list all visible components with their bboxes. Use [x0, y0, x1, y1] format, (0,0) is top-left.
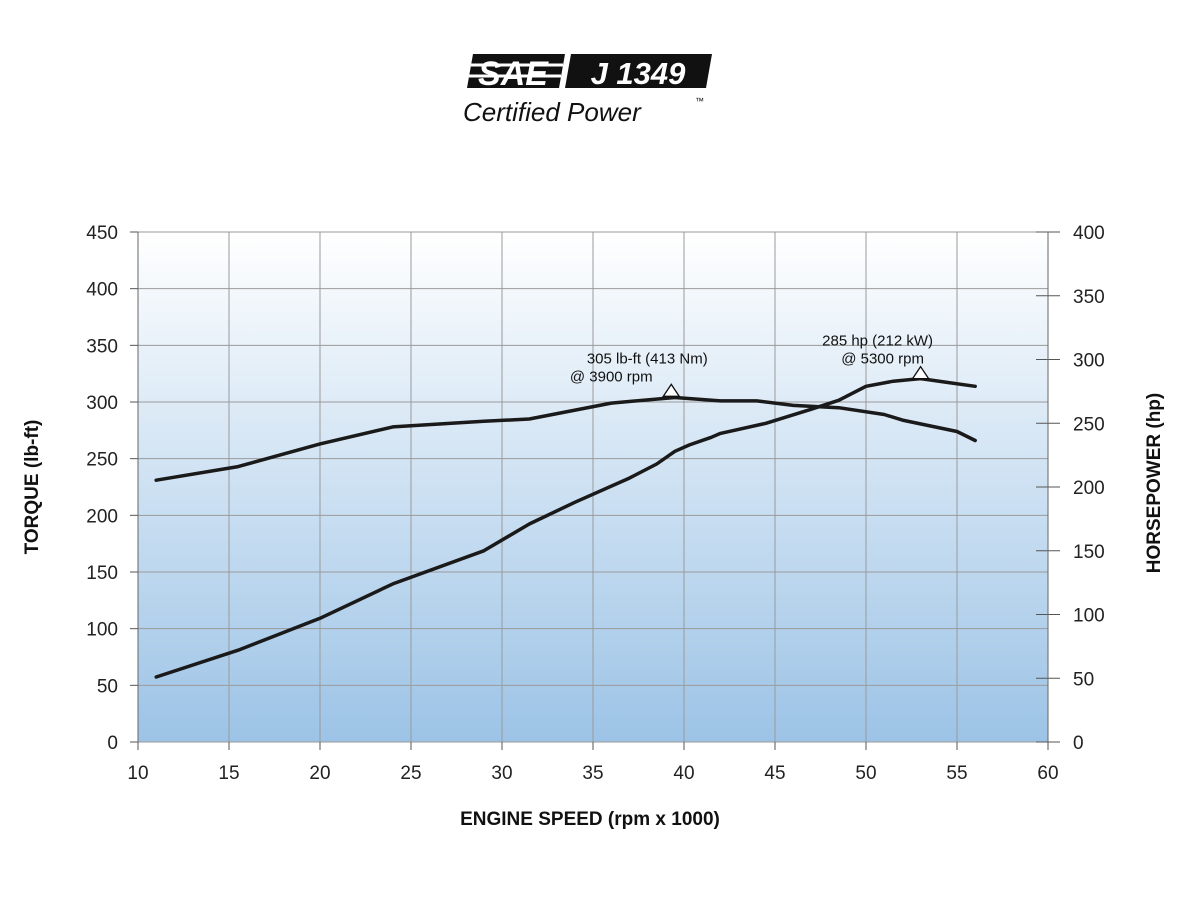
j1349-mark: J 1349	[565, 54, 712, 91]
y-left-tick-label: 250	[86, 450, 118, 471]
y-right-tick-label: 0	[1073, 733, 1084, 754]
horsepower-peak-marker	[911, 365, 930, 380]
y-left-tick-label: 50	[97, 676, 118, 697]
y-right-tick-labels: 0 50 100 150 200 250 300 350 400	[1073, 223, 1105, 754]
peak-annotations: 305 lb-ft (413 Nm)@ 3900 rpm 285 hp (212 …	[570, 333, 933, 397]
y-left-axis-title: TORQUE (lb-ft)	[22, 420, 43, 555]
sae-mark: SAE	[467, 54, 565, 93]
y-right-tick-label: 350	[1073, 287, 1105, 308]
y-right-tick-label: 300	[1073, 351, 1105, 372]
svg-text:Certified Power: Certified Power	[463, 97, 642, 127]
gridlines	[137, 231, 1049, 743]
y-left-tick-label: 350	[86, 336, 118, 357]
y-left-tick-label: 100	[86, 620, 118, 641]
y-left-tick-labels: 0 50 100 150 200 250 300 350 400 450	[86, 223, 118, 754]
svg-text:J 1349: J 1349	[591, 56, 687, 91]
torque-line	[154, 395, 977, 482]
y-left-tick-label: 200	[86, 506, 118, 527]
x-tick-label: 55	[946, 763, 967, 784]
x-tick-label: 45	[764, 763, 785, 784]
svg-text:SAE: SAE	[478, 55, 549, 93]
x-tick-label: 25	[400, 763, 421, 784]
y-left-tick-label: 0	[107, 733, 118, 754]
x-tick-label: 40	[673, 763, 694, 784]
annotation-line2: @ 5300 rpm	[841, 351, 924, 368]
y-right-axis-title: HORSEPOWER (hp)	[1144, 393, 1165, 574]
y-left-tick-label: 400	[86, 280, 118, 301]
x-tick-label: 10	[127, 763, 148, 784]
x-axis-title: ENGINE SPEED (rpm x 1000)	[460, 809, 720, 830]
x-tick-label: 35	[582, 763, 603, 784]
x-tick-label: 20	[309, 763, 330, 784]
tick-marks	[130, 231, 1060, 750]
y-left-tick-label: 300	[86, 393, 118, 414]
x-tick-labels: 10 15 20 25 30 35 40 45 50 55 60	[127, 763, 1058, 784]
x-tick-label: 50	[855, 763, 876, 784]
y-right-tick-label: 250	[1073, 414, 1105, 435]
y-right-tick-label: 50	[1073, 669, 1094, 690]
annotation-line1: 305 lb-ft (413 Nm)	[587, 350, 708, 367]
svg-text:™: ™	[695, 96, 704, 106]
series-lines	[154, 376, 977, 679]
y-right-tick-label: 200	[1073, 478, 1105, 499]
sae-j1349-logo: SAE J 1349 Certified Power ™	[463, 54, 712, 127]
y-right-tick-label: 400	[1073, 223, 1105, 244]
x-tick-label: 15	[218, 763, 239, 784]
x-tick-label: 60	[1037, 763, 1058, 784]
annotation-line1: 285 hp (212 kW)	[822, 333, 933, 350]
horsepower-line	[154, 376, 977, 679]
y-left-tick-label: 150	[86, 563, 118, 584]
y-left-tick-label: 450	[86, 223, 118, 244]
torque-peak-marker	[662, 383, 681, 397]
y-right-tick-label: 100	[1073, 606, 1105, 627]
x-tick-label: 30	[491, 763, 512, 784]
y-right-tick-label: 150	[1073, 542, 1105, 563]
annotation-line2: @ 3900 rpm	[570, 368, 653, 385]
